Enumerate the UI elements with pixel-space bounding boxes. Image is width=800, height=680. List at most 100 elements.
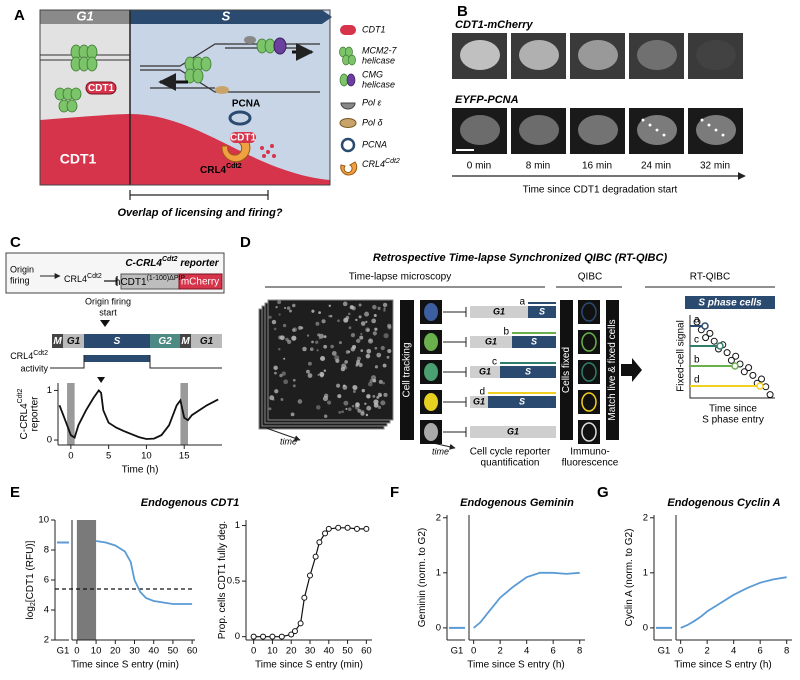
x-tick-label: 8 <box>784 646 789 657</box>
cell-nucleus <box>334 355 340 361</box>
s-track <box>488 396 556 408</box>
pcna-focus <box>714 128 718 132</box>
micrograph <box>688 33 743 79</box>
cell-nucleus <box>341 410 344 414</box>
cell-nucleus <box>328 304 331 307</box>
track-letter: a <box>694 315 700 326</box>
cell-nucleus <box>323 344 328 349</box>
track-letter: a <box>519 297 525 308</box>
cell-nucleus <box>378 379 383 384</box>
cell-nucleus <box>386 355 390 359</box>
nucleus <box>519 115 559 145</box>
cell-nucleus <box>358 303 362 307</box>
nucleus <box>519 40 559 70</box>
point <box>325 525 332 532</box>
bar-label: Cell tracking <box>402 342 413 397</box>
x-tick-label: 30 <box>305 646 316 657</box>
point <box>353 525 360 532</box>
cell-nucleus <box>321 319 326 324</box>
legend-label: helicase <box>362 55 395 65</box>
panel-frame <box>39 9 331 186</box>
cell-nucleus <box>383 309 386 312</box>
x-axis-label: Time since S entry (h) <box>674 660 771 671</box>
bar-label: Cells fixed <box>561 347 572 393</box>
cell-nucleus <box>345 350 350 354</box>
construct-label-part: (1-100)ΔPIP <box>147 275 186 282</box>
cell-point <box>745 364 753 372</box>
cell-nucleus <box>382 381 385 385</box>
cell-nucleus <box>328 315 331 318</box>
point <box>307 572 313 579</box>
step-label: fluorescence <box>562 458 619 469</box>
cell-nucleus <box>320 355 326 362</box>
cell-nucleus <box>360 332 363 335</box>
cell-nucleus <box>343 317 349 323</box>
cell-nucleus <box>326 400 332 405</box>
cell-nucleus <box>269 395 275 401</box>
cell-nucleus <box>337 394 342 399</box>
cell-nucleus <box>347 407 352 412</box>
g1-track <box>470 336 512 348</box>
cell-nucleus <box>351 404 355 408</box>
y-axis-label: Geminin (norm. to G2) <box>417 528 428 627</box>
cell-nucleus <box>372 304 377 310</box>
cell-nucleus <box>374 365 379 369</box>
nucleus <box>578 40 618 70</box>
legend-icons <box>339 25 358 176</box>
pcna-focus <box>721 133 725 137</box>
x-tick-label: 4 <box>524 646 529 657</box>
cell-nucleus <box>357 408 362 413</box>
cell-nucleus <box>306 369 310 374</box>
point <box>316 539 323 546</box>
cell-nucleus <box>343 400 349 406</box>
cell-point <box>732 352 740 360</box>
y-axis-label: Cyclin A (norm. to G2) <box>624 529 635 627</box>
panel-letter: B <box>457 3 468 20</box>
cell-nucleus <box>279 373 283 378</box>
y-tick-label: 10 <box>38 515 49 526</box>
track-letter: d <box>479 387 485 398</box>
cell-nucleus <box>317 373 320 376</box>
cell-nucleus <box>344 360 348 364</box>
phase-label: G1 <box>200 336 214 347</box>
y-axis-label: Fixed-cell signal <box>676 320 687 392</box>
cell-point <box>762 383 770 391</box>
point <box>335 524 342 531</box>
cell-nucleus <box>343 366 348 370</box>
x-axis-label: Time since S entry (min) <box>71 660 179 671</box>
cell-nucleus <box>358 315 362 319</box>
cell-point <box>766 391 774 399</box>
cell-nucleus <box>280 398 284 401</box>
panel-letter: D <box>240 234 251 251</box>
cell-nucleus <box>383 392 388 397</box>
pol-epsilon <box>244 36 256 44</box>
crl4-label-part: CRL4 <box>200 165 227 176</box>
cell-nucleus <box>356 338 361 344</box>
cell-nucleus <box>292 384 296 388</box>
y-tick-label: 0 <box>436 622 441 633</box>
x-tick-label: 0 <box>678 646 683 657</box>
mcm-helicase <box>54 44 98 113</box>
cell-nucleus <box>323 414 328 418</box>
panel-letter: E <box>10 484 20 501</box>
cell-nucleus <box>323 369 327 372</box>
construct-mcherry <box>178 273 223 290</box>
track-letter: b <box>503 327 509 338</box>
cell-nucleus <box>268 315 272 319</box>
x-tick-label: 0 <box>68 451 73 462</box>
header-label: S phase cells <box>698 298 762 309</box>
cell-nucleus <box>338 410 342 414</box>
pcna-ring <box>228 110 252 126</box>
y-tick-label: 0 <box>235 631 240 642</box>
cell-nucleus <box>286 306 291 310</box>
thumbnail-cell <box>581 422 597 442</box>
panel-letter: F <box>390 484 399 501</box>
cell-nucleus <box>366 348 372 354</box>
reporter-title: C-CRL4Cdt2 reporter <box>125 256 219 268</box>
cell-nucleus <box>336 383 341 388</box>
construct-label-part: hCDT1 <box>115 277 147 288</box>
cell-nucleus <box>352 345 357 349</box>
track-phase-label: S <box>531 336 537 346</box>
pcna-focus <box>700 118 704 122</box>
